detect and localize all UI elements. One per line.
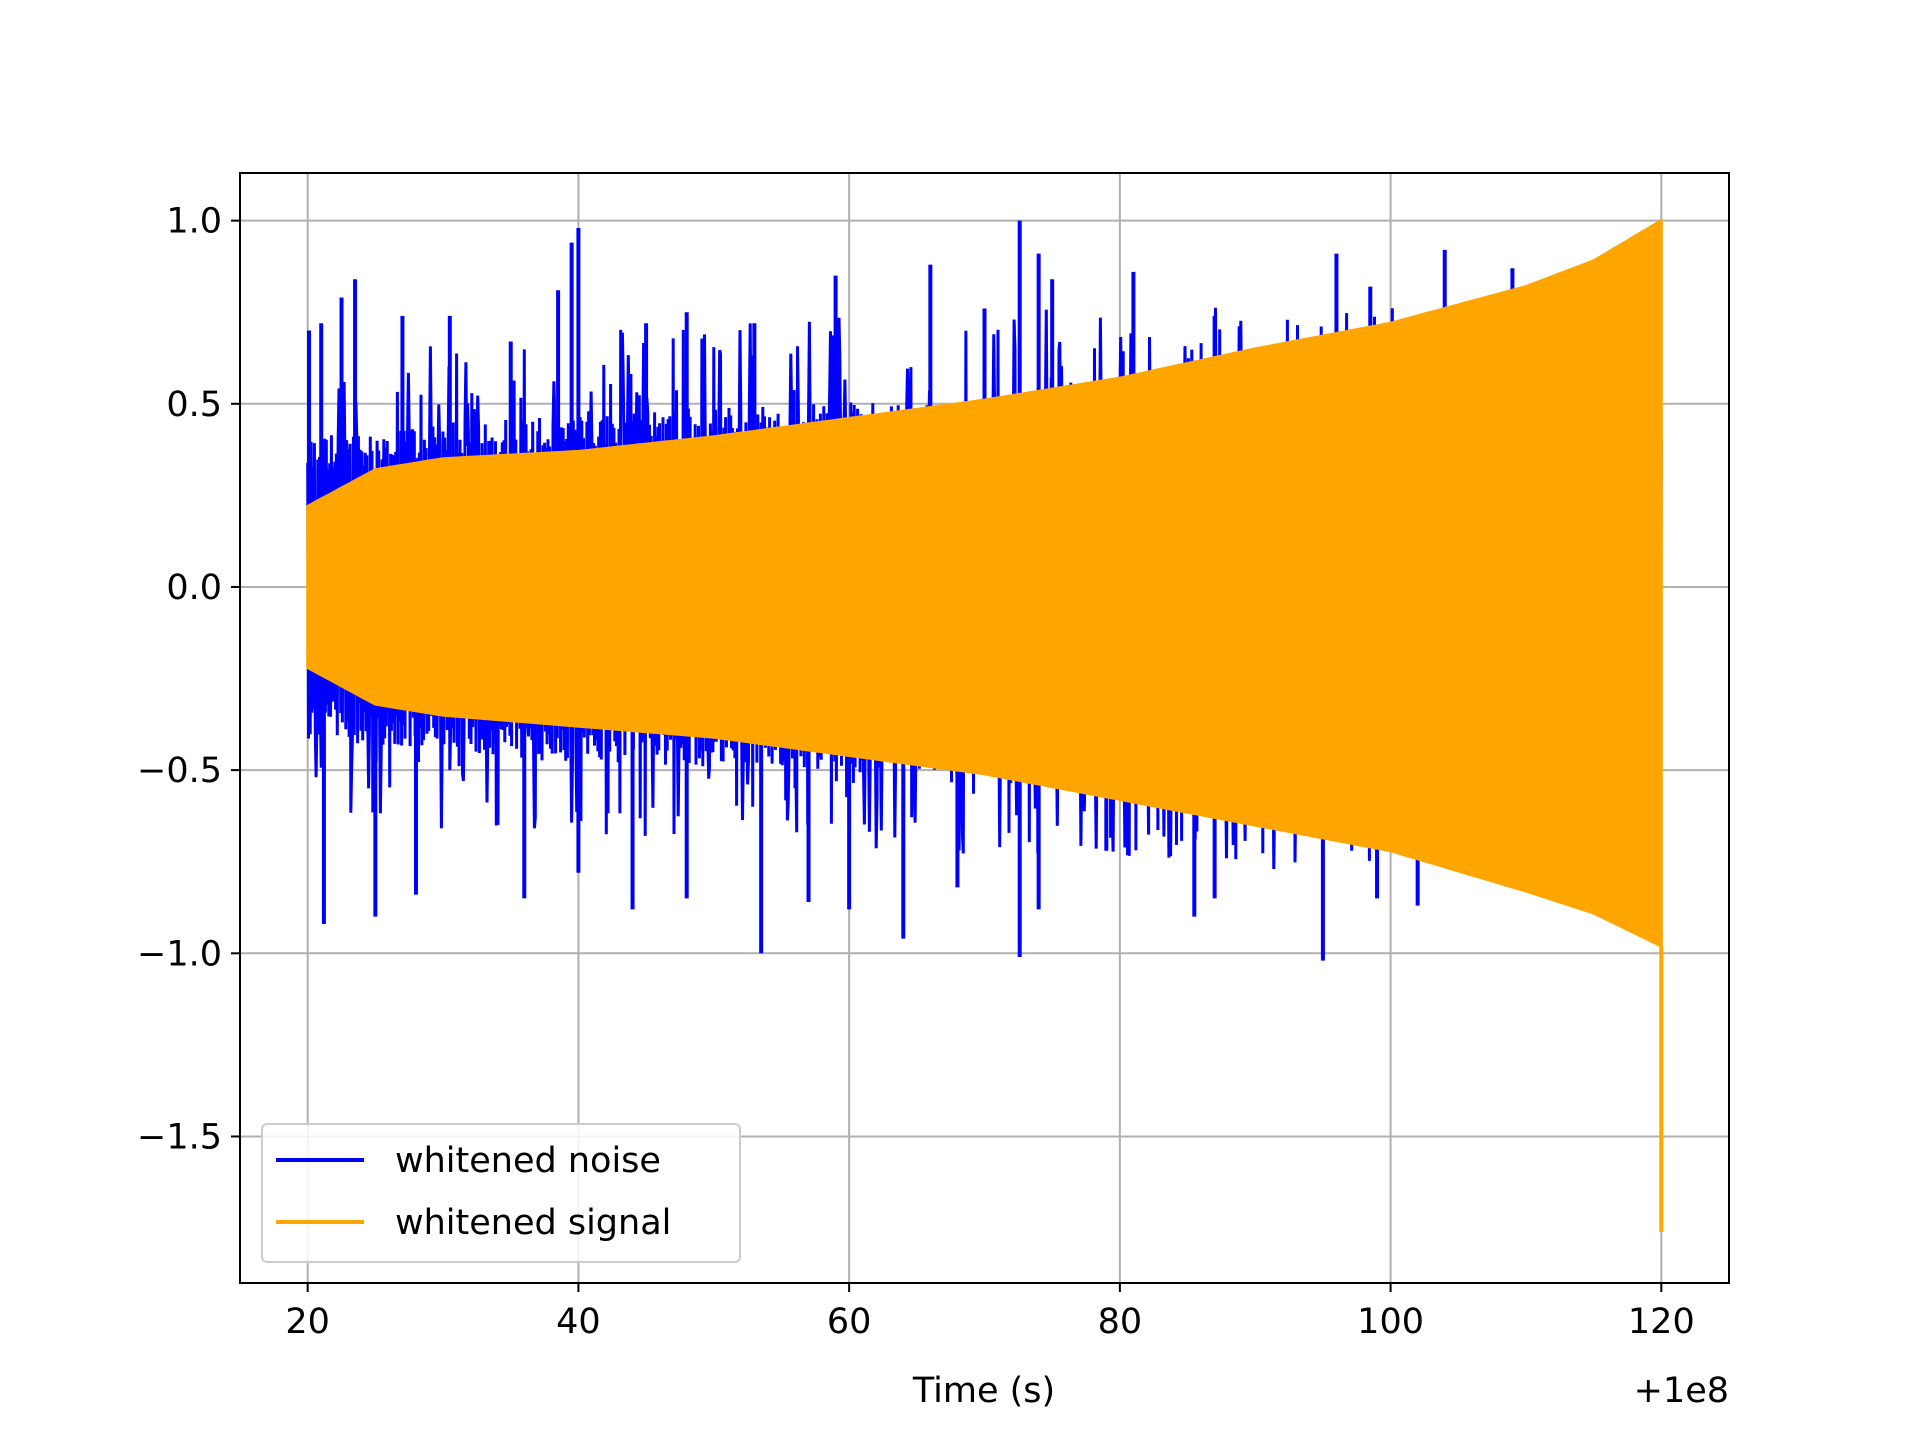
x-tick-label: 80 <box>1098 1302 1143 1342</box>
x-axis-label: Time (s) <box>912 1371 1055 1411</box>
y-tick-label: −1.5 <box>137 1117 222 1157</box>
x-offset-label: +1e8 <box>1634 1371 1729 1411</box>
y-tick-label: −0.5 <box>137 751 222 791</box>
legend-label-whitened-signal: whitened signal <box>395 1203 671 1243</box>
y-tick-label: −1.0 <box>137 934 222 974</box>
y-tick-label: 1.0 <box>166 202 222 242</box>
legend: whitened noise whitened signal <box>261 1123 741 1263</box>
x-tick-label: 20 <box>285 1302 330 1342</box>
y-tick-label: 0.0 <box>166 568 222 608</box>
legend-label-whitened-noise: whitened noise <box>395 1141 661 1181</box>
y-tick-label: 0.5 <box>166 385 222 425</box>
x-tick-label: 60 <box>827 1302 872 1342</box>
x-tick-label: 100 <box>1357 1302 1424 1342</box>
x-tick-label: 120 <box>1628 1302 1695 1342</box>
series-layer <box>306 219 1664 1232</box>
plot-frame <box>239 172 1730 1284</box>
ticks: 20 40 60 80 100 120 −1.5 −1.0 −0.5 0.0 0.5 1.0 <box>137 202 1695 1342</box>
legend-box <box>261 1123 741 1263</box>
x-tick-label: 40 <box>556 1302 601 1342</box>
